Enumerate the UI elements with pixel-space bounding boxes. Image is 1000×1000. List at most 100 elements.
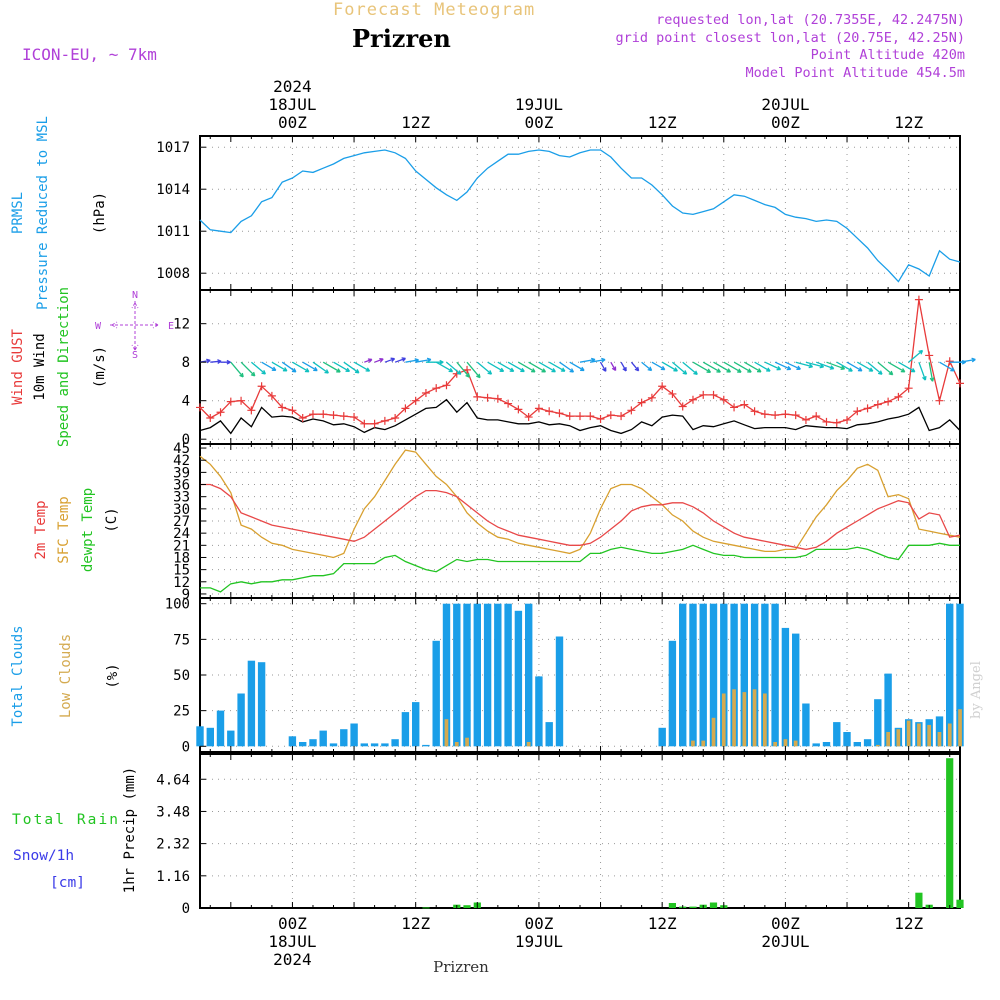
- ytick-label: 21: [173, 538, 190, 554]
- compass-n: N: [132, 290, 138, 301]
- gust-point: [196, 403, 204, 412]
- wind-arrow: [826, 361, 846, 370]
- total-cloud-bar: [709, 603, 718, 747]
- top-time-label: 19JUL: [515, 95, 563, 114]
- low-cloud-bar: [896, 729, 901, 747]
- total-cloud-bar: [720, 603, 728, 747]
- gust-point: [678, 402, 687, 411]
- bottom-time-label: 18JUL: [268, 932, 316, 951]
- wind-unit-label: (m/s): [92, 346, 108, 388]
- pressure-panel: [199, 135, 961, 291]
- footer-location: Prizren: [433, 958, 489, 976]
- wind-arrow: [528, 361, 547, 373]
- low-cloud-bar: [691, 740, 695, 747]
- wind-arrow: [435, 361, 454, 373]
- wind-arrow: [754, 361, 771, 372]
- wind-arrow: [210, 359, 222, 364]
- gust-point: [329, 411, 338, 420]
- gust-point: [473, 392, 482, 401]
- ytick-label: 50: [173, 668, 190, 684]
- total-cloud-bar: [494, 603, 502, 747]
- ytick-label: 1017: [156, 140, 190, 156]
- pressure-msl-label: Pressure Reduced to MSL: [35, 116, 51, 310]
- total-cloud-bar: [227, 730, 235, 747]
- gust-point: [247, 406, 256, 415]
- bottom-time-label: 19JUL: [515, 932, 563, 951]
- gust-point: [237, 396, 246, 405]
- requested-coords: requested lon,lat (20.7355E, 42.2475N): [656, 12, 965, 28]
- gust-point: [432, 384, 441, 393]
- low-cloud-bar: [763, 693, 767, 747]
- low-cloud-bar: [793, 740, 798, 747]
- wind-arrow: [620, 361, 627, 372]
- total-cloud-bar: [442, 603, 451, 747]
- wind-arrow: [661, 361, 678, 372]
- wind-arrow: [898, 361, 916, 373]
- wind-arrow: [220, 359, 231, 365]
- clouds-axis-titles: Total Clouds Low Clouds (%): [10, 625, 121, 726]
- wind-arrow: [630, 361, 640, 372]
- ytick-label: 1014: [156, 182, 190, 198]
- gust-point: [945, 357, 954, 366]
- gust-point: [617, 412, 626, 421]
- wind-arrow: [702, 361, 721, 373]
- total-cloud-bar: [370, 743, 379, 747]
- dewpt-label: dewpt Temp: [80, 488, 96, 572]
- gust-point: [565, 412, 574, 421]
- wind-arrow: [651, 361, 666, 371]
- rain-bar: [689, 906, 697, 908]
- low-cloud-bar: [721, 693, 726, 747]
- t2m-line: [200, 483, 961, 551]
- wind-arrow: [877, 361, 894, 376]
- gust-point: [206, 414, 215, 423]
- top-time-label: 12Z: [894, 113, 923, 132]
- wind-arrow: [569, 361, 585, 372]
- snow-label: Snow/1h: [13, 848, 74, 864]
- low-cloud-bar: [444, 719, 449, 747]
- top-time-label: 00Z: [771, 113, 800, 132]
- total-cloud-bar: [360, 743, 368, 747]
- gust-point: [873, 400, 882, 409]
- plot-layer: [196, 149, 976, 909]
- low-cloud-bar: [958, 709, 962, 747]
- pressure-axis-titles: PRMSL Pressure Reduced to MSL (hPa): [10, 116, 108, 310]
- precip-unit-label: 1hr Precip (mm): [122, 767, 138, 893]
- wind-arrow: [785, 361, 801, 370]
- low-cloud-bar: [454, 742, 459, 747]
- wind-arrow: [774, 361, 792, 371]
- total-cloud-bar: [206, 727, 214, 747]
- snow-unit-label: [cm]: [50, 875, 85, 891]
- wind-arrow: [250, 361, 266, 375]
- total-cloud-bar: [699, 603, 707, 747]
- ytick-label: 4: [182, 394, 190, 410]
- total-cloud-bar: [946, 603, 954, 747]
- compass-s: S: [132, 350, 138, 361]
- total-cloud-bar: [412, 702, 420, 747]
- gust-point: [576, 412, 584, 421]
- gust-point: [391, 414, 400, 423]
- wind-arrow: [538, 361, 556, 373]
- gust-point: [730, 403, 739, 412]
- total-cloud-bar: [822, 742, 831, 747]
- gust-point: [688, 395, 697, 404]
- total-cloud-bar: [483, 603, 492, 747]
- wind-arrow: [518, 361, 536, 373]
- total-cloud-bar: [453, 603, 461, 747]
- ytick-label: 24: [173, 526, 190, 542]
- wind-arrow: [374, 357, 384, 363]
- total-cloud-bar: [555, 636, 564, 747]
- total-cloud-bar: [288, 736, 297, 747]
- ytick-label: 36: [173, 478, 190, 494]
- total-cloud-bar: [309, 739, 317, 747]
- rain-bar: [709, 902, 718, 908]
- ytick-label: 12: [173, 575, 190, 591]
- total-cloud-bar: [299, 742, 307, 747]
- compass-rose: N S W E: [95, 290, 174, 361]
- gust-point: [216, 408, 225, 417]
- low-cloud-bar: [711, 717, 716, 747]
- wind-speed-line: [199, 398, 961, 435]
- gust-point: [370, 419, 379, 428]
- compass-e: E: [168, 321, 174, 332]
- total-cloud-bar: [463, 603, 471, 747]
- gust-point: [493, 394, 502, 403]
